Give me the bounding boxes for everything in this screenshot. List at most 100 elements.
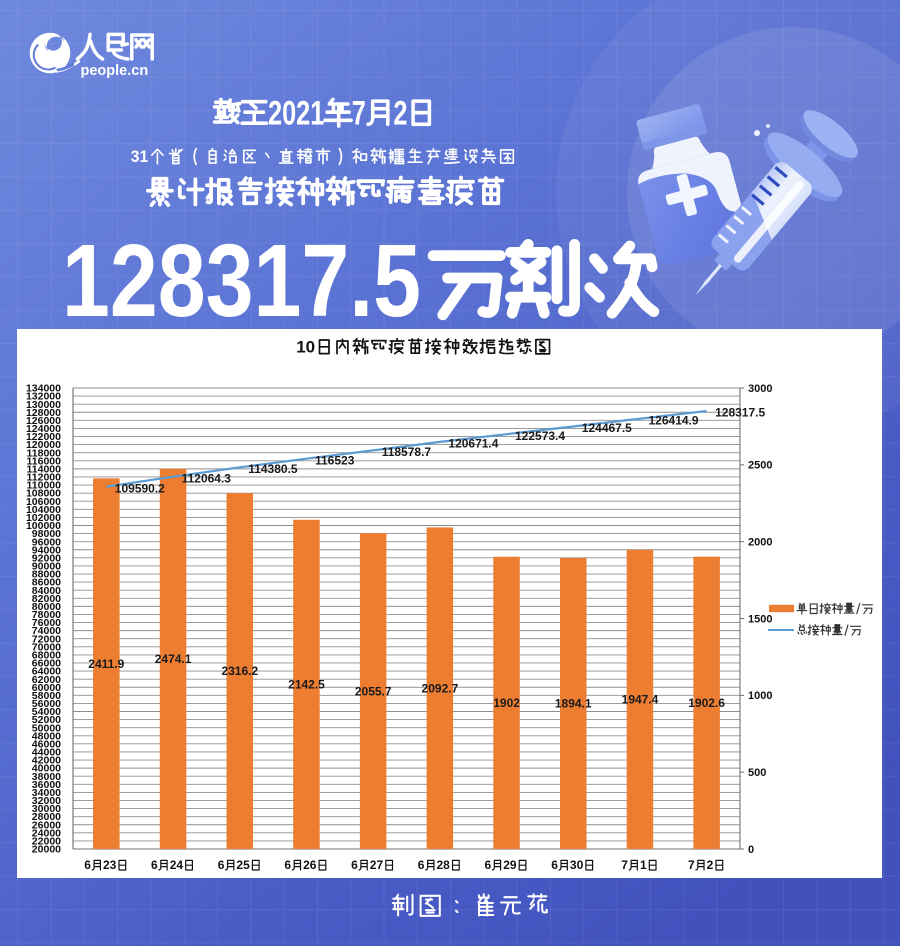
svg-text:94000: 94000 — [32, 544, 61, 556]
svg-text:120671.4: 120671.4 — [448, 437, 498, 451]
svg-text:28: 28 — [437, 858, 451, 872]
svg-text:1902: 1902 — [493, 696, 520, 710]
svg-text:2: 2 — [393, 94, 407, 132]
svg-text:60000: 60000 — [32, 682, 61, 694]
svg-text:128317.5: 128317.5 — [715, 406, 765, 420]
svg-text:32000: 32000 — [32, 795, 61, 807]
svg-text:58000: 58000 — [32, 690, 61, 702]
svg-text:44000: 44000 — [32, 747, 61, 759]
svg-text:26000: 26000 — [32, 819, 61, 831]
svg-text:2092.7: 2092.7 — [422, 681, 459, 695]
svg-text:1947.4: 1947.4 — [622, 693, 659, 707]
svg-text:86000: 86000 — [32, 577, 61, 589]
svg-text:24000: 24000 — [32, 827, 61, 839]
svg-text:1500: 1500 — [748, 613, 772, 625]
svg-text:112000: 112000 — [27, 472, 62, 484]
svg-text:2055.7: 2055.7 — [355, 684, 392, 698]
svg-text:46000: 46000 — [32, 739, 61, 751]
svg-text:28000: 28000 — [32, 811, 61, 823]
svg-text:29: 29 — [503, 858, 517, 872]
svg-text:90000: 90000 — [32, 561, 61, 573]
svg-text:82000: 82000 — [32, 593, 61, 605]
svg-text:1000: 1000 — [748, 690, 772, 702]
svg-text:500: 500 — [748, 767, 766, 779]
svg-text:24: 24 — [170, 858, 184, 872]
svg-text:98000: 98000 — [32, 528, 61, 540]
svg-text:62000: 62000 — [32, 674, 61, 686]
svg-text:66000: 66000 — [32, 658, 61, 670]
svg-text:1902.6: 1902.6 — [688, 696, 725, 710]
svg-text:2142.5: 2142.5 — [288, 678, 325, 692]
svg-text:40000: 40000 — [32, 763, 61, 775]
svg-text:26: 26 — [303, 858, 317, 872]
svg-text:110000: 110000 — [27, 480, 62, 492]
svg-text:22000: 22000 — [32, 836, 61, 848]
svg-text:114000: 114000 — [27, 464, 62, 476]
svg-text:3000: 3000 — [748, 383, 772, 395]
svg-text:1894.1: 1894.1 — [555, 697, 592, 711]
svg-text:6: 6 — [418, 858, 425, 872]
svg-text:30000: 30000 — [32, 803, 61, 815]
svg-text:2411.9: 2411.9 — [88, 657, 124, 671]
svg-text:7: 7 — [352, 94, 366, 132]
svg-text:122573.4: 122573.4 — [515, 429, 565, 443]
svg-text:88000: 88000 — [32, 569, 61, 581]
svg-text:0: 0 — [748, 844, 754, 856]
svg-text:116000: 116000 — [27, 455, 62, 467]
svg-text:112064.3: 112064.3 — [182, 471, 232, 485]
svg-text:56000: 56000 — [32, 698, 61, 710]
svg-text:70000: 70000 — [32, 641, 61, 653]
svg-text:76000: 76000 — [32, 617, 61, 629]
svg-text:7: 7 — [621, 858, 628, 872]
svg-text:7: 7 — [688, 858, 695, 872]
svg-text:132000: 132000 — [26, 391, 61, 403]
svg-text:2474.1: 2474.1 — [155, 652, 192, 666]
svg-text:122000: 122000 — [26, 431, 61, 443]
svg-text:2316.2: 2316.2 — [221, 664, 258, 678]
svg-text:106000: 106000 — [26, 496, 61, 508]
svg-text:120000: 120000 — [26, 439, 61, 451]
svg-text:92000: 92000 — [32, 552, 61, 564]
svg-text:50000: 50000 — [32, 722, 61, 734]
svg-text:78000: 78000 — [32, 609, 61, 621]
svg-text:2: 2 — [707, 858, 714, 872]
svg-text:124467.5: 124467.5 — [582, 421, 632, 435]
svg-text:6: 6 — [485, 858, 492, 872]
svg-text:118000: 118000 — [27, 447, 62, 459]
svg-text:102000: 102000 — [26, 512, 61, 524]
svg-text:109590.2: 109590.2 — [115, 481, 165, 495]
svg-text:114380.5: 114380.5 — [248, 462, 298, 476]
svg-text:34000: 34000 — [32, 787, 61, 799]
svg-text:36000: 36000 — [32, 779, 61, 791]
svg-text:6: 6 — [284, 858, 291, 872]
svg-text:54000: 54000 — [32, 706, 61, 718]
svg-text:2000: 2000 — [748, 537, 772, 549]
svg-text:134000: 134000 — [26, 383, 61, 395]
svg-text:126414.9: 126414.9 — [649, 413, 699, 427]
svg-text:31: 31 — [131, 148, 148, 166]
svg-text:1: 1 — [640, 858, 647, 872]
svg-text:130000: 130000 — [26, 399, 61, 411]
svg-text:80000: 80000 — [32, 601, 61, 613]
svg-text:people.cn: people.cn — [81, 63, 149, 79]
svg-text:38000: 38000 — [32, 771, 61, 783]
svg-text:68000: 68000 — [32, 650, 61, 662]
svg-text:124000: 124000 — [26, 423, 61, 435]
svg-text:42000: 42000 — [32, 755, 61, 767]
svg-text:104000: 104000 — [26, 504, 61, 516]
svg-text:126000: 126000 — [26, 415, 61, 427]
svg-text:6: 6 — [151, 858, 158, 872]
svg-text:6: 6 — [351, 858, 358, 872]
svg-text:74000: 74000 — [32, 625, 61, 637]
svg-text:27: 27 — [370, 858, 384, 872]
svg-text:2500: 2500 — [748, 460, 772, 472]
svg-text:10: 10 — [296, 338, 315, 357]
svg-text:52000: 52000 — [32, 714, 61, 726]
svg-text:25: 25 — [236, 858, 250, 872]
svg-text:64000: 64000 — [32, 666, 61, 678]
svg-text:84000: 84000 — [32, 585, 61, 597]
svg-text:116523: 116523 — [315, 453, 355, 467]
svg-text:6: 6 — [84, 858, 91, 872]
svg-text:48000: 48000 — [32, 730, 61, 742]
svg-text:118578.7: 118578.7 — [382, 445, 432, 459]
